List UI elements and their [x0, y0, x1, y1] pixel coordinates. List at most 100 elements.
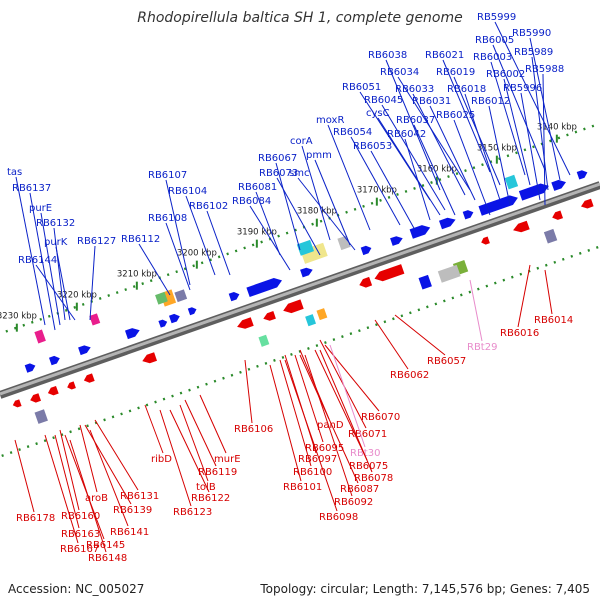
scale-label: 3150 kbp	[477, 143, 517, 153]
forward-gene	[125, 328, 140, 340]
callout-line	[89, 245, 96, 321]
gene-label: RB6107	[148, 170, 187, 181]
scale-label: 3220 kbp	[57, 290, 97, 300]
forward-gene	[228, 292, 240, 302]
callout-line	[199, 394, 227, 454]
feature-block	[543, 228, 558, 244]
callout-line	[469, 279, 483, 342]
gene-label: RB6122	[191, 493, 230, 504]
forward-gene	[158, 319, 168, 328]
callout-line	[244, 359, 253, 424]
callout-line	[40, 212, 61, 326]
callout-line	[542, 73, 546, 206]
callout-line	[179, 404, 209, 482]
forward-gene	[300, 267, 313, 278]
callout-line	[517, 264, 531, 328]
callout-line	[442, 59, 491, 173]
callout-line	[276, 177, 321, 256]
callout-line	[299, 354, 359, 484]
gene-label: RB6148	[88, 553, 127, 564]
gene-label: RB6070	[361, 412, 400, 423]
gene-label: RB6037	[396, 115, 435, 126]
callout-line	[279, 359, 312, 467]
callout-line	[301, 145, 331, 241]
gene-label: RB6095	[305, 443, 344, 454]
callout-line	[55, 246, 71, 321]
gene-label: RB6012	[471, 96, 510, 107]
gene-label: RB6019	[436, 67, 475, 78]
callout-line	[329, 344, 366, 448]
gene-label: RB5996	[503, 83, 542, 94]
callout-line	[520, 92, 541, 201]
scale-label: 3200 kbp	[177, 248, 217, 258]
gene-label: RB6053	[353, 141, 392, 152]
scale-label: 3230 kbp	[0, 311, 37, 321]
callout-line	[29, 192, 56, 331]
callout-line	[297, 177, 356, 251]
callout-line	[304, 354, 353, 497]
reverse-gene	[47, 386, 59, 396]
gene-label: RB5999	[477, 12, 516, 23]
gene-label: RB6087	[340, 484, 379, 495]
callout-line	[529, 37, 561, 181]
callout-line	[544, 269, 553, 315]
gene-label: RB6167	[60, 544, 99, 555]
feature-block	[34, 409, 48, 424]
callout-line	[69, 439, 107, 553]
scale-label: 3140 kbp	[537, 122, 577, 132]
gene-label: RB6145	[86, 540, 125, 551]
forward-gene	[390, 236, 403, 246]
gene-label: RB6038	[368, 50, 407, 61]
gene-label: murE	[214, 454, 241, 465]
callout-line	[138, 243, 171, 296]
callout-line	[165, 222, 191, 291]
gene-label: RB5988	[525, 64, 564, 75]
callout-line	[377, 117, 441, 216]
callout-line	[59, 429, 80, 511]
callout-line	[381, 104, 446, 211]
gene-label: RB6097	[298, 454, 337, 465]
callout-line	[370, 150, 416, 231]
gene-label: aroB	[85, 493, 108, 504]
map-title: Rhodopirellula baltica SH 1, complete ge…	[137, 10, 463, 26]
feature-block	[174, 289, 188, 303]
gene-label: RB6031	[412, 96, 451, 107]
callout-line	[206, 210, 231, 276]
callout-line	[488, 105, 511, 206]
forward-gene	[576, 170, 588, 180]
gene-label: RB6045	[364, 95, 403, 106]
forward-gene	[462, 210, 474, 220]
callout-line	[327, 124, 371, 231]
forward-gene	[187, 307, 197, 316]
gene-label: RB6119	[198, 467, 237, 478]
gene-label: RBt30	[350, 448, 380, 459]
callout-line	[404, 138, 431, 221]
gene-label: RB6144	[18, 255, 57, 266]
reverse-gene	[283, 299, 304, 314]
gene-label: RB6021	[425, 50, 464, 61]
gene-label: cysC	[366, 108, 390, 119]
forward-gene	[518, 183, 549, 201]
callout-line	[490, 61, 526, 176]
callout-line	[64, 434, 105, 540]
gene-label: ribD	[151, 454, 172, 465]
gene-label: RB6100	[293, 467, 332, 478]
gene-label: RB6073	[259, 168, 298, 179]
forward-gene	[24, 363, 36, 373]
callout-line	[185, 195, 216, 276]
callout-line	[255, 191, 281, 256]
feature-block	[89, 313, 101, 326]
gene-label: RB6112	[121, 234, 160, 245]
callout-line	[374, 319, 409, 370]
callout-line	[79, 424, 98, 493]
gene-label: RB6016	[500, 328, 539, 339]
gene-label: RB6067	[258, 153, 297, 164]
feature-block	[418, 274, 432, 290]
backbone-line	[0, 182, 600, 396]
callout-line	[275, 162, 301, 251]
feature-block	[316, 308, 328, 321]
callout-line	[169, 409, 210, 493]
gene-label: RB6002	[486, 69, 525, 80]
callout-line	[319, 349, 373, 473]
gene-label: RB6127	[77, 236, 116, 247]
